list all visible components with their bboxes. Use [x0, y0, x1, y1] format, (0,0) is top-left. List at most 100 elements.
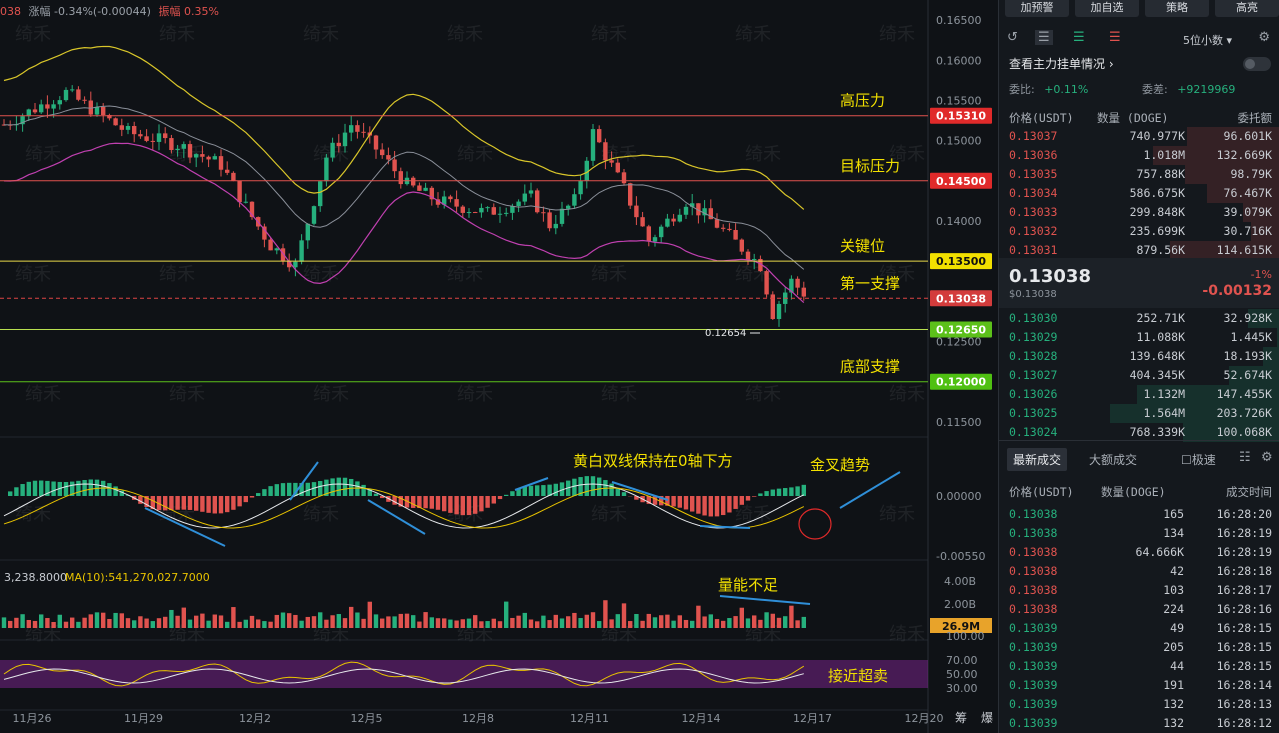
x-axis-label: 12月8 — [462, 712, 494, 725]
fast-mode-checkbox[interactable]: ☐极速 — [1181, 451, 1216, 468]
candle-body — [429, 187, 434, 200]
macd-bar — [305, 482, 310, 496]
macd-bar — [683, 496, 689, 510]
x-axis-label: 12月20 — [905, 712, 944, 725]
undo-icon[interactable]: ↺ — [1007, 30, 1018, 45]
volume-bar — [714, 619, 720, 628]
weibi-value: +0.11% — [1044, 83, 1089, 96]
volume-bar — [237, 621, 242, 628]
trade-row[interactable]: 0.13039 132 16:28:12 — [999, 714, 1279, 733]
depth-toggle[interactable] — [1243, 57, 1271, 71]
trade-row[interactable]: 0.13039 44 16:28:15 — [999, 657, 1279, 676]
macd-bar — [311, 482, 317, 496]
bid-row[interactable]: 0.13030 252.71K 32.928K — [999, 309, 1279, 328]
macd-bar — [466, 496, 472, 516]
trend-arrow — [289, 461, 319, 501]
candle-body — [274, 248, 279, 251]
bid-price: 0.13025 — [1009, 406, 1058, 420]
bid-row[interactable]: 0.13028 139.648K 18.193K — [999, 347, 1279, 366]
asks-only-icon[interactable]: ☰ — [1109, 30, 1121, 45]
depth-title-link[interactable]: 查看主力挂单情况 › — [1009, 55, 1114, 72]
price-axis-label: 0.16000 — [936, 54, 982, 67]
ask-row[interactable]: 0.13035 757.88K 98.79K — [999, 165, 1279, 184]
ask-row[interactable]: 0.13036 1.018M 132.669K — [999, 146, 1279, 165]
volume-bar — [404, 613, 410, 628]
tab-large-trades[interactable]: 大额成交 — [1089, 453, 1138, 467]
macd-bar — [435, 496, 441, 510]
bid-row[interactable]: 0.13025 1.564M 203.726K — [999, 404, 1279, 423]
trade-row[interactable]: 0.13038 42 16:28:18 — [999, 562, 1279, 581]
bid-row[interactable]: 0.13024 768.339K 100.068K — [999, 423, 1279, 442]
add-alert-button[interactable]: 加预警 — [1005, 0, 1069, 17]
candle-body — [510, 206, 515, 213]
trade-row[interactable]: 0.13038 165 16:28:20 — [999, 505, 1279, 524]
level-label: 高压力 — [840, 92, 885, 110]
candle-body — [299, 240, 304, 262]
volume-bar — [175, 615, 180, 628]
level-badge — [930, 373, 992, 390]
volume-bar — [578, 618, 583, 628]
settings-icon[interactable]: ⚙ — [1258, 30, 1270, 45]
volume-bar — [287, 613, 292, 628]
filter-icon[interactable]: ☷ — [1239, 450, 1251, 465]
both-sides-icon[interactable]: ☰ — [1035, 30, 1053, 45]
ask-row[interactable]: 0.13033 299.848K 39.079K — [999, 203, 1279, 222]
precision-select[interactable]: 5位小数 ▾ — [1182, 34, 1232, 47]
ask-row[interactable]: 0.13031 879.56K 114.615K — [999, 241, 1279, 260]
bid-row[interactable]: 0.13026 1.132M 147.455K — [999, 385, 1279, 404]
macd-bar — [572, 478, 577, 496]
volume-badge-value: 26.9M — [942, 620, 980, 633]
volume-bar — [621, 603, 627, 628]
macd-bar — [156, 496, 162, 511]
watermark: 绮禾 — [745, 624, 781, 645]
depth-bar — [1251, 222, 1279, 241]
bid-row[interactable]: 0.13027 404.345K 52.674K — [999, 366, 1279, 385]
trade-row[interactable]: 0.13038 64.666K 16:28:19 — [999, 543, 1279, 562]
strategy-button[interactable]: 策略 — [1145, 0, 1209, 17]
trade-row[interactable]: 0.13038 103 16:28:17 — [999, 581, 1279, 600]
macd-bar — [293, 482, 298, 496]
volume-bar — [423, 612, 428, 628]
macd-annotation: 金叉趋势 — [810, 456, 870, 474]
bid-row[interactable]: 0.13029 11.088K 1.445K — [999, 328, 1279, 347]
candle-body — [70, 89, 75, 91]
volume-bar — [14, 617, 19, 628]
level-badge — [930, 253, 992, 270]
trade-row[interactable]: 0.13039 205 16:28:15 — [999, 638, 1279, 657]
volume-bar — [597, 621, 602, 628]
volume-bar — [63, 621, 69, 628]
macd-bar — [45, 480, 50, 496]
trade-row[interactable]: 0.13038 224 16:28:16 — [999, 600, 1279, 619]
trade-row[interactable]: 0.13039 191 16:28:14 — [999, 676, 1279, 695]
volume-bar — [262, 621, 267, 628]
ask-row[interactable]: 0.13034 586.675K 76.467K — [999, 184, 1279, 203]
chart-panel[interactable]: 绮禾 绮禾 绮禾 绮禾 绮禾 绮禾 绮禾 绮禾 绮禾 绮禾 绮禾 绮禾 绮禾 绮禾 绮禾 绮禾 绮禾 绮禾 绮禾 绮禾… — [0, 0, 998, 733]
trade-row[interactable]: 0.13038 134 16:28:19 — [999, 524, 1279, 543]
volume-bar — [758, 619, 763, 628]
watermark: 绮禾 — [303, 264, 339, 285]
depth-bar — [1276, 328, 1279, 347]
tab-latest-trades[interactable]: 最新成交 — [1007, 448, 1068, 471]
add-watchlist-button[interactable]: 加自选 — [1075, 0, 1139, 17]
highlight-button[interactable]: 高亮 — [1215, 0, 1279, 17]
watermark: 绮禾 — [889, 624, 925, 645]
macd-bar — [51, 481, 56, 496]
macd-bar — [113, 486, 118, 496]
volume-bar — [169, 609, 174, 628]
trade-row[interactable]: 0.13039 132 16:28:13 — [999, 695, 1279, 714]
ask-row[interactable]: 0.13037 740.977K 96.601K — [999, 127, 1279, 146]
candle-body — [795, 278, 800, 288]
ask-row[interactable]: 0.13032 235.699K 30.716K — [999, 222, 1279, 241]
candle-body — [504, 212, 509, 214]
ask-amount: 114.615K — [1216, 243, 1272, 257]
volume-bar — [94, 612, 100, 628]
watermark: 绮禾 — [879, 504, 915, 525]
volume-bar — [45, 618, 50, 628]
candle-body — [156, 133, 162, 142]
trade-row[interactable]: 0.13039 49 16:28:15 — [999, 619, 1279, 638]
trade-qty: 44 — [1170, 659, 1184, 673]
settings-icon[interactable]: ⚙ — [1261, 450, 1273, 465]
candle-body — [559, 208, 565, 224]
bids-only-icon[interactable]: ☰ — [1073, 30, 1085, 45]
